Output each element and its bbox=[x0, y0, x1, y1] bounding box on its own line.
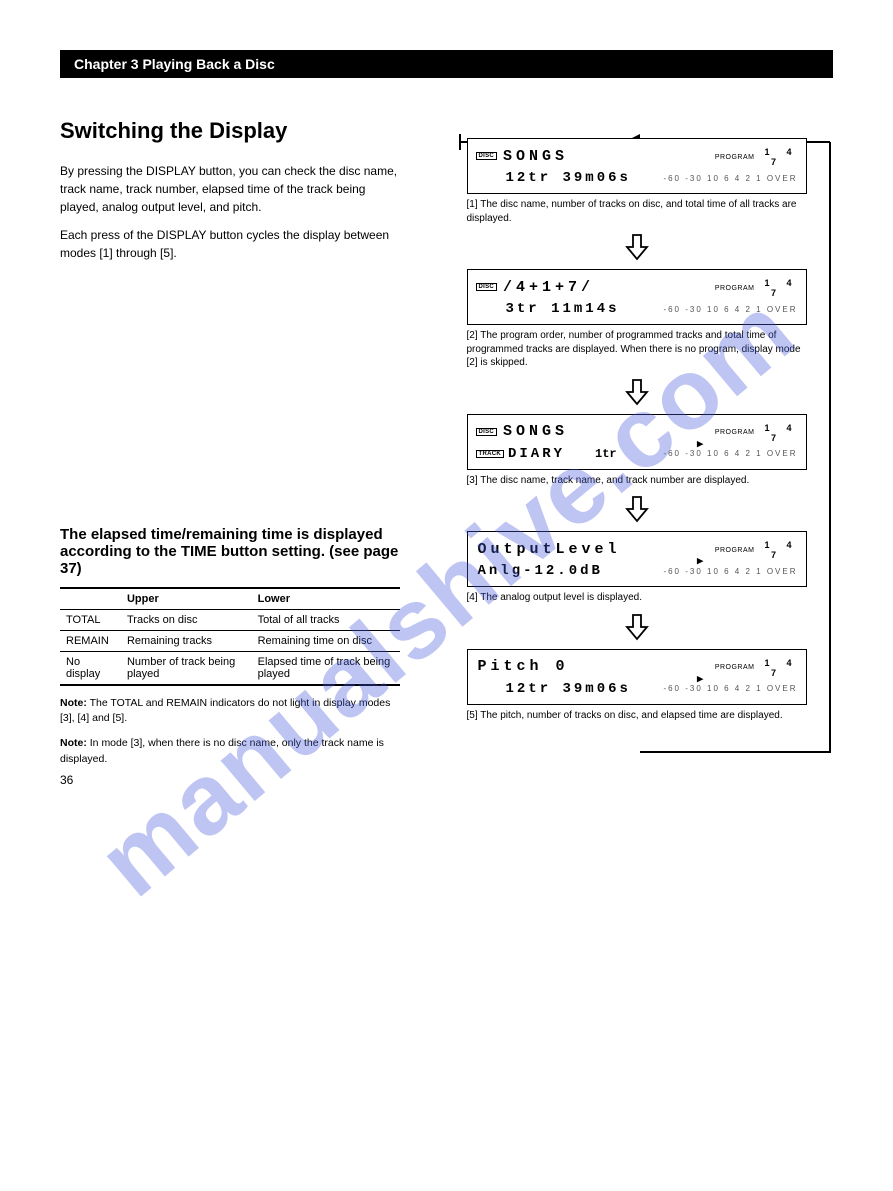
lcd-program-indicator: PROGRAM 1 4 7 bbox=[715, 540, 796, 560]
track-tag: TRACK bbox=[476, 450, 505, 458]
table-row: No display Number of track being played … bbox=[60, 652, 400, 686]
program-label: PROGRAM bbox=[715, 664, 755, 671]
program-nums: 1 4 7 bbox=[764, 147, 795, 167]
lcd-display-2: DISC /4+1+7/ PROGRAM 1 4 7 3tr 11m14s -6… bbox=[467, 269, 807, 325]
lcd-meter: -60 -30 10 6 4 2 1 OVER bbox=[631, 684, 798, 693]
table-col-0 bbox=[60, 588, 121, 610]
disc-tag: DISC bbox=[476, 428, 498, 436]
lcd-program-indicator: PROGRAM 1 4 7 bbox=[715, 423, 796, 443]
play-icon: ▶ bbox=[697, 672, 704, 686]
chapter-header: Chapter 3 Playing Back a Disc bbox=[60, 50, 833, 78]
lcd-block-3: DISC SONGS PROGRAM 1 4 7 ▶ TRACK DIAR bbox=[467, 414, 807, 488]
lcd-sequence: DISC SONGS PROGRAM 1 4 7 12tr 39m06s -60… bbox=[460, 138, 813, 722]
cell: Remaining tracks bbox=[121, 631, 252, 652]
lcd-display-3: DISC SONGS PROGRAM 1 4 7 ▶ TRACK DIAR bbox=[467, 414, 807, 470]
cell: Remaining time on disc bbox=[252, 631, 400, 652]
lcd-display-4: OutputLevel PROGRAM 1 4 7 ▶ Anlg-12.0dB … bbox=[467, 531, 807, 587]
program-nums: 1 4 7 bbox=[764, 278, 795, 298]
cell: TOTAL bbox=[60, 610, 121, 631]
play-icon: ▶ bbox=[697, 554, 704, 568]
lcd-line1-text: /4+1+7/ bbox=[503, 279, 594, 296]
section-title: Switching the Display bbox=[60, 118, 400, 144]
note-label: Note: bbox=[60, 737, 87, 749]
lcd-caption-3: [3] The disc name, track name, and track… bbox=[467, 474, 807, 488]
program-nums: 1 4 7 bbox=[764, 540, 795, 560]
lcd-line2-text: 12tr 39m06s bbox=[506, 170, 631, 186]
cell: Total of all tracks bbox=[252, 610, 400, 631]
down-arrow-icon bbox=[623, 233, 651, 261]
program-nums: 1 4 7 bbox=[764, 658, 795, 678]
intro-para-2: Each press of the DISPLAY button cycles … bbox=[60, 226, 400, 262]
right-column: DISC SONGS PROGRAM 1 4 7 12tr 39m06s -60… bbox=[440, 118, 833, 767]
lcd-program-indicator: PROGRAM 1 4 7 bbox=[715, 658, 796, 678]
lcd-meter: -60 -30 10 6 4 2 1 OVER bbox=[617, 449, 798, 458]
lcd-line1-text: SONGS bbox=[503, 148, 568, 165]
time-display-table: Upper Lower TOTAL Tracks on disc Total o… bbox=[60, 587, 400, 686]
track-num: 1tr bbox=[595, 447, 617, 461]
lcd-meter: -60 -30 10 6 4 2 1 OVER bbox=[631, 174, 798, 183]
table-col-1: Upper bbox=[121, 588, 252, 610]
lcd-block-4: OutputLevel PROGRAM 1 4 7 ▶ Anlg-12.0dB … bbox=[467, 531, 807, 605]
table-row: TOTAL Tracks on disc Total of all tracks bbox=[60, 610, 400, 631]
program-label: PROGRAM bbox=[715, 547, 755, 554]
program-label: PROGRAM bbox=[715, 154, 755, 161]
left-column: Switching the Display By pressing the DI… bbox=[60, 118, 400, 767]
lcd-block-5: Pitch 0 PROGRAM 1 4 7 ▶ 12tr 39m06s -60 … bbox=[467, 649, 807, 723]
page-number: 36 bbox=[60, 773, 73, 787]
lcd-line2-text: Anlg-12.0dB bbox=[478, 563, 603, 579]
lcd-line1-text: OutputLevel bbox=[478, 541, 621, 558]
lcd-line2-text: 3tr 11m14s bbox=[506, 301, 620, 317]
play-icon: ▶ bbox=[697, 437, 704, 451]
lcd-meter: -60 -30 10 6 4 2 1 OVER bbox=[620, 305, 798, 314]
table-row: REMAIN Remaining tracks Remaining time o… bbox=[60, 631, 400, 652]
note-2: Note: In mode [3], when there is no disc… bbox=[60, 736, 400, 766]
lcd-display-1: DISC SONGS PROGRAM 1 4 7 12tr 39m06s -60… bbox=[467, 138, 807, 194]
cell: REMAIN bbox=[60, 631, 121, 652]
table-header-row: Upper Lower bbox=[60, 588, 400, 610]
lcd-caption-4: [4] The analog output level is displayed… bbox=[467, 591, 807, 605]
program-label: PROGRAM bbox=[715, 285, 755, 292]
cell: Number of track being played bbox=[121, 652, 252, 686]
down-arrow-icon bbox=[623, 495, 651, 523]
sub-section-title: The elapsed time/remaining time is displ… bbox=[60, 526, 400, 577]
lcd-caption-1: [1] The disc name, number of tracks on d… bbox=[467, 198, 807, 225]
lcd-block-1: DISC SONGS PROGRAM 1 4 7 12tr 39m06s -60… bbox=[467, 138, 807, 225]
down-arrow-icon bbox=[623, 378, 651, 406]
lcd-display-5: Pitch 0 PROGRAM 1 4 7 ▶ 12tr 39m06s -60 … bbox=[467, 649, 807, 705]
lcd-line1-text: Pitch 0 bbox=[478, 658, 569, 675]
disc-tag: DISC bbox=[476, 152, 498, 160]
lcd-caption-2: [2] The program order, number of program… bbox=[467, 329, 807, 370]
page-container: Chapter 3 Playing Back a Disc Switching … bbox=[0, 0, 893, 817]
note-label: Note: bbox=[60, 697, 87, 709]
cell: No display bbox=[60, 652, 121, 686]
lcd-line1-text: SONGS bbox=[503, 423, 568, 440]
lcd-caption-5: [5] The pitch, number of tracks on disc,… bbox=[467, 709, 807, 723]
table-col-2: Lower bbox=[252, 588, 400, 610]
lcd-program-indicator: PROGRAM 1 4 7 bbox=[715, 278, 796, 298]
lcd-line2-text: 12tr 39m06s bbox=[506, 681, 631, 697]
cell: Tracks on disc bbox=[121, 610, 252, 631]
lcd-block-2: DISC /4+1+7/ PROGRAM 1 4 7 3tr 11m14s -6… bbox=[467, 269, 807, 370]
lcd-line2-text: DIARY bbox=[508, 446, 565, 462]
lcd-program-indicator: PROGRAM 1 4 7 bbox=[715, 147, 796, 167]
note-1: Note: The TOTAL and REMAIN indicators do… bbox=[60, 696, 400, 726]
intro-para-1: By pressing the DISPLAY button, you can … bbox=[60, 162, 400, 216]
note-body: The TOTAL and REMAIN indicators do not l… bbox=[60, 697, 390, 724]
down-arrow-icon bbox=[623, 613, 651, 641]
program-label: PROGRAM bbox=[715, 429, 755, 436]
disc-tag: DISC bbox=[476, 283, 498, 291]
note-body: In mode [3], when there is no disc name,… bbox=[60, 737, 384, 764]
program-nums: 1 4 7 bbox=[764, 423, 795, 443]
cell: Elapsed time of track being played bbox=[252, 652, 400, 686]
